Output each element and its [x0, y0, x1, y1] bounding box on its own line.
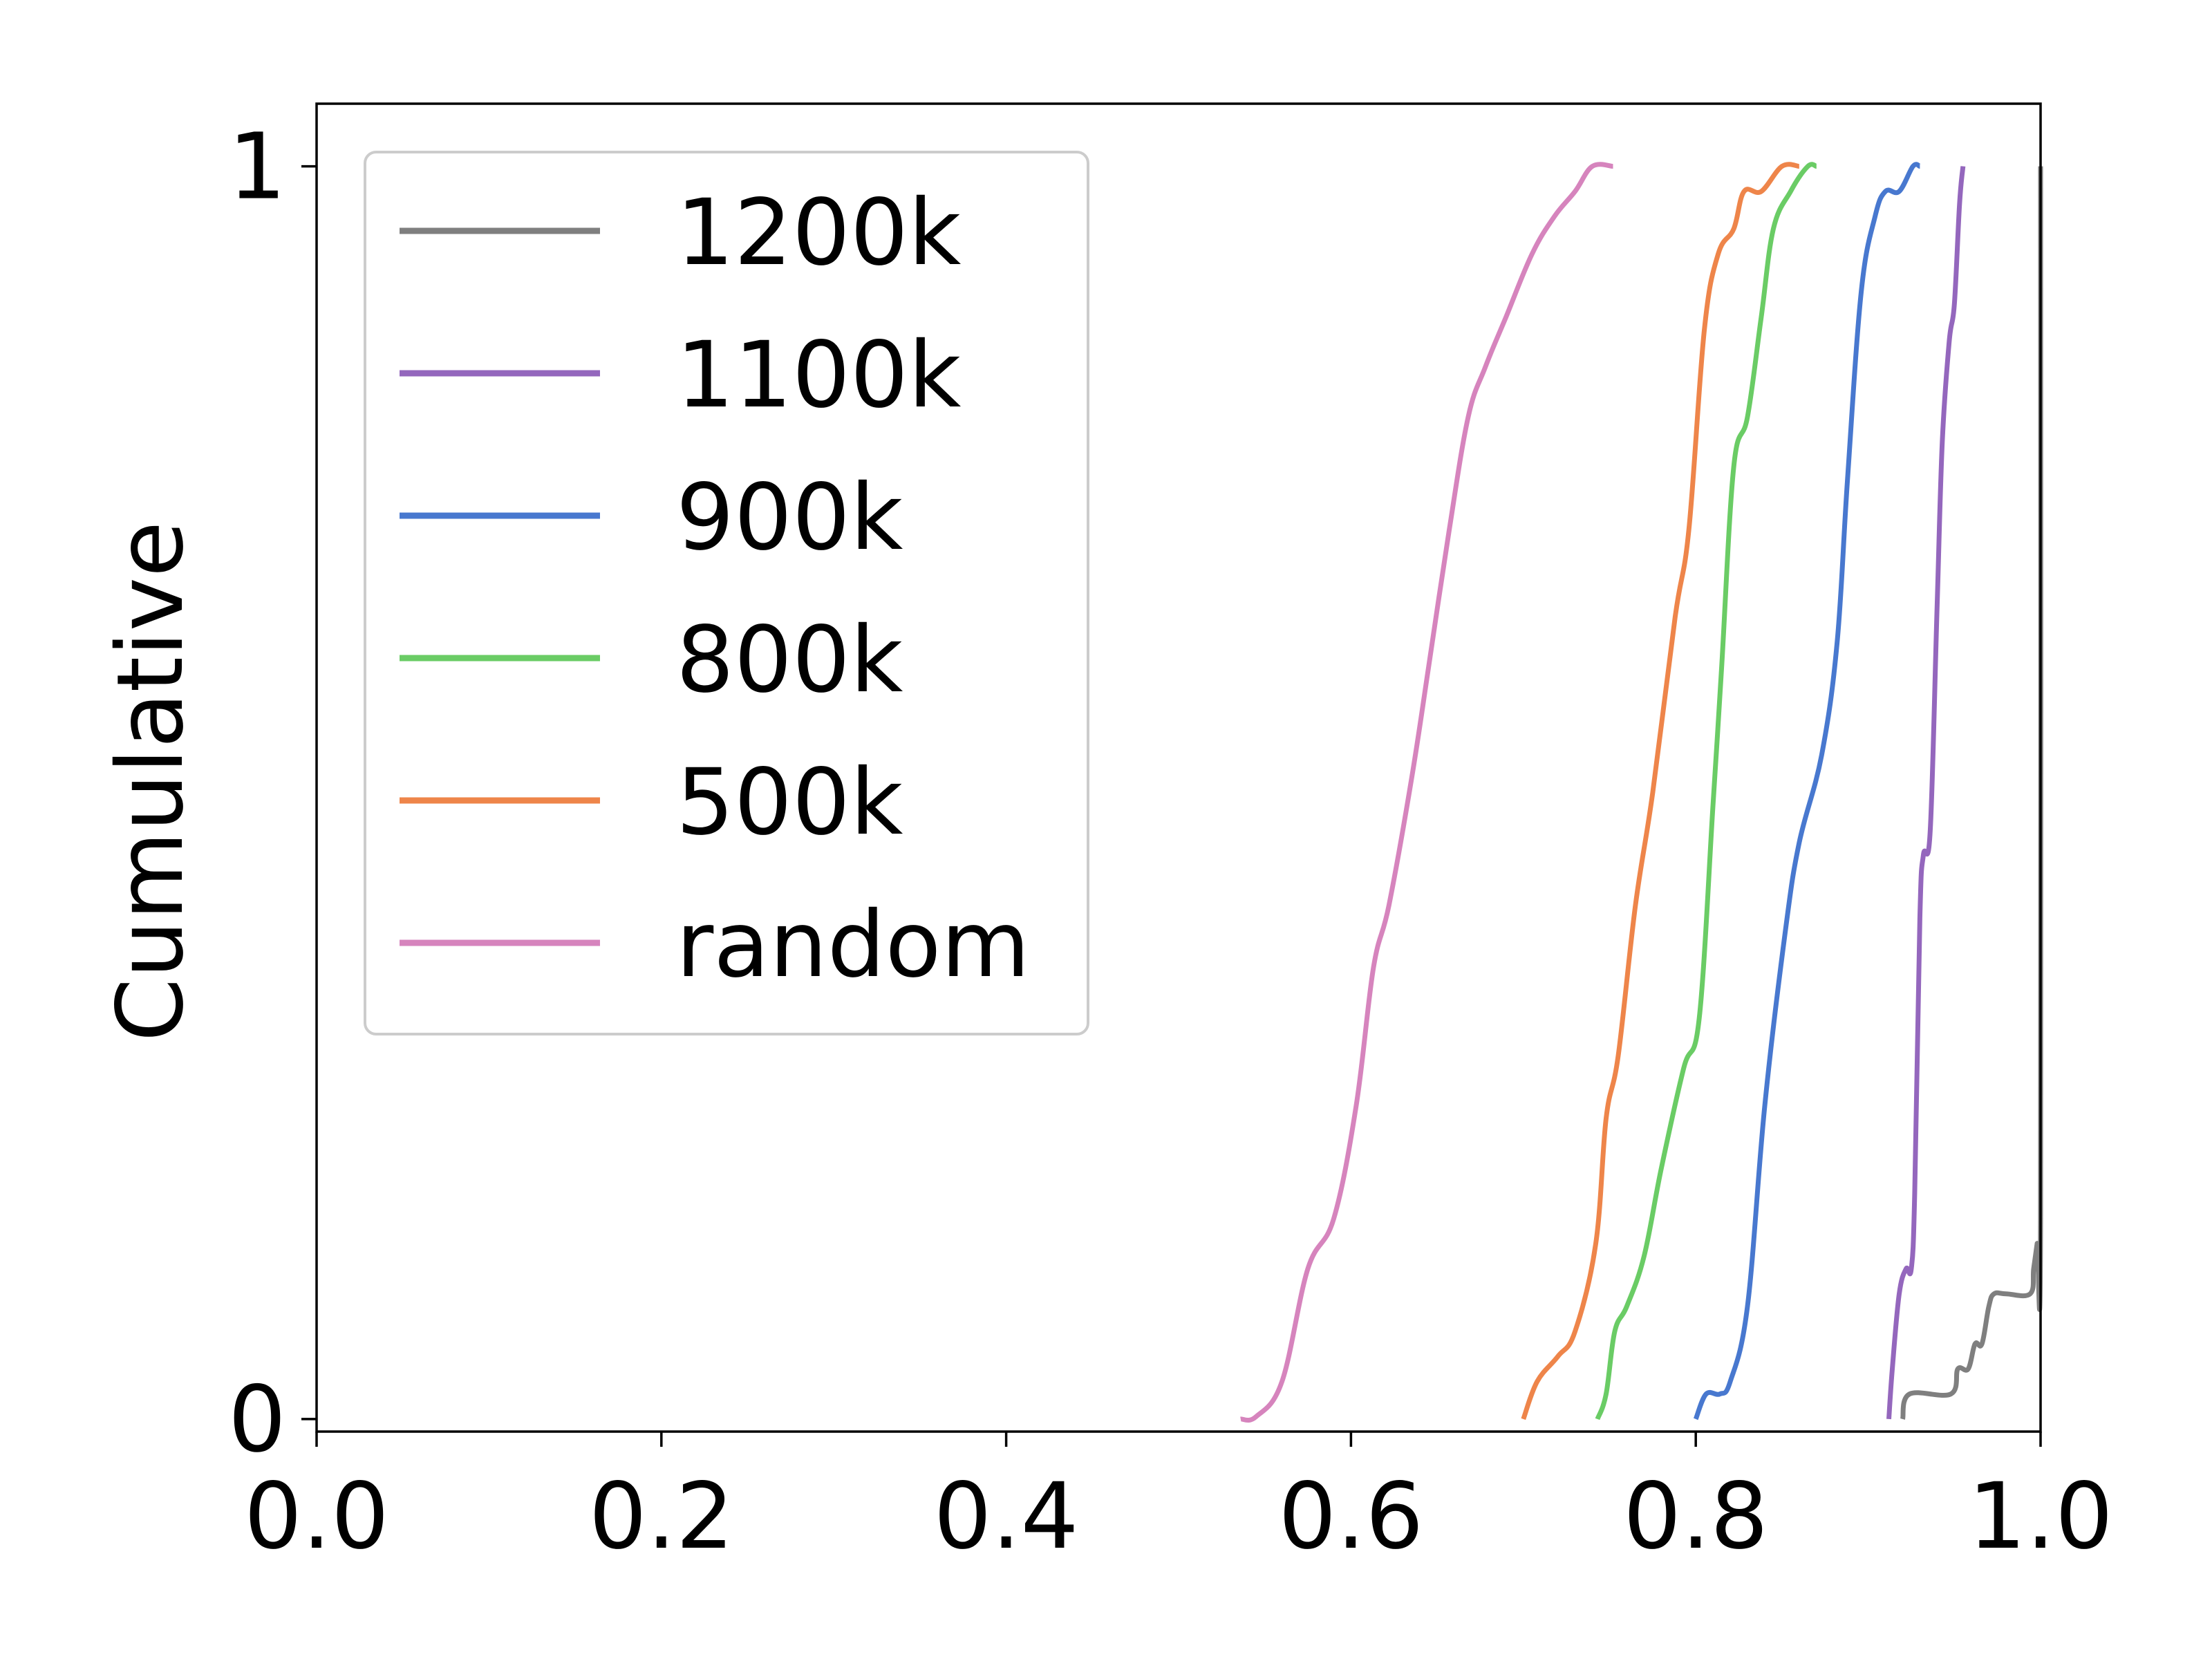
y-axis-title: Cumulative: [97, 521, 204, 1042]
legend-label-900k: 900k: [676, 465, 903, 571]
x-tick-label: 0.2: [589, 1463, 734, 1570]
x-tick-label: 0.8: [1623, 1463, 1768, 1570]
series-line-1100k: [1886, 166, 1966, 1420]
legend-label-1200k: 1200k: [676, 180, 962, 286]
legend-label-random: random: [676, 892, 1030, 998]
legend: 1200k 1100k 900k 800k 500k random: [364, 151, 1089, 1035]
legend-label-1100k: 1100k: [676, 322, 962, 429]
y-tick-label: 1: [228, 114, 286, 221]
series-line-500k: [1521, 162, 1800, 1421]
y-axis: 01: [228, 114, 317, 1473]
series-line-800k: [1595, 162, 1817, 1421]
x-tick-label: 0.0: [244, 1463, 389, 1570]
plot-frame: [315, 102, 2042, 1433]
series-line-random: [1240, 162, 1613, 1423]
x-tick-label: 0.6: [1278, 1463, 1423, 1570]
x-axis: 0.0 0.2 0.4 0.6 0.8 1.0: [244, 1432, 2113, 1570]
series-line-900k: [1693, 162, 1921, 1421]
x-tick-label: 0.4: [934, 1463, 1079, 1570]
legend-label-500k: 500k: [676, 749, 903, 856]
x-tick-label: 1.0: [1968, 1463, 2113, 1570]
legend-label-800k: 800k: [676, 607, 903, 713]
y-tick-label: 0: [228, 1367, 286, 1473]
